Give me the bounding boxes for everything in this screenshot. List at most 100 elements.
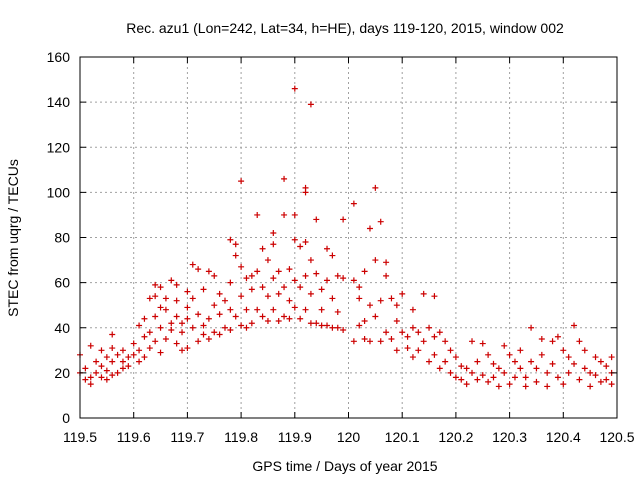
data-point [109,331,116,338]
data-point [560,381,567,388]
data-point [479,372,486,379]
data-point [366,225,373,232]
data-point [238,178,245,185]
data-point [227,306,234,313]
data-point [227,236,234,243]
data-point [114,369,121,376]
data-point [452,354,459,361]
data-point [291,211,298,218]
data-point [592,372,599,379]
data-point [377,338,384,345]
data-point [608,381,615,388]
data-point [399,329,406,336]
data-point [109,345,116,352]
data-point [103,354,110,361]
data-point [152,313,159,320]
y-tick-label: 160 [47,49,71,65]
data-point [340,327,347,334]
data-point [281,313,288,320]
data-point [238,293,245,300]
data-point [162,306,169,313]
data-point [157,349,164,356]
data-point [490,360,497,367]
data-point [146,295,153,302]
data-point [281,175,288,182]
data-point [393,347,400,354]
data-point [103,376,110,383]
data-point [179,329,186,336]
data-point [200,286,207,293]
data-point [324,245,331,252]
data-point [93,369,100,376]
data-point [372,257,379,264]
data-point [313,270,320,277]
data-point [141,315,148,322]
x-tick-label: 120.4 [546,429,581,445]
data-point [291,236,298,243]
data-point [388,295,395,302]
data-point [221,324,228,331]
data-point [87,374,94,381]
data-point [565,369,572,376]
data-point [302,272,309,279]
data-point [200,322,207,329]
data-point [82,376,89,383]
data-point [173,313,180,320]
data-point [485,351,492,358]
data-point [297,315,304,322]
data-point [592,354,599,361]
data-point [162,336,169,343]
data-point [168,320,175,327]
data-point [565,354,572,361]
data-point [243,275,250,282]
data-point [501,342,508,349]
data-point [528,324,535,331]
data-point [436,365,443,372]
data-point [87,381,94,388]
data-point [340,216,347,223]
data-point [119,365,126,372]
data-point [447,347,454,354]
data-point [313,320,320,327]
data-point [560,347,567,354]
data-point [157,324,164,331]
data-point [168,277,175,284]
data-point [114,351,121,358]
data-point [431,333,438,340]
data-point [275,268,282,275]
data-points [77,85,615,390]
data-point [329,324,336,331]
data-point [157,304,164,311]
data-point [501,369,508,376]
data-point [275,317,282,324]
data-point [248,320,255,327]
data-point [377,297,384,304]
data-point [383,329,390,336]
data-point [495,365,502,372]
data-point [587,383,594,390]
data-point [431,351,438,358]
data-point [517,365,524,372]
data-point [184,288,191,295]
data-point [146,329,153,336]
data-point [216,290,223,297]
data-point [452,374,459,381]
data-point [517,347,524,354]
data-point [141,333,148,340]
data-point [173,340,180,347]
data-point [87,342,94,349]
data-point [195,338,202,345]
data-point [243,306,250,313]
data-point [243,324,250,331]
data-point [264,317,271,324]
data-point [259,284,266,291]
data-point [383,259,390,266]
y-tick-label: 40 [54,320,70,336]
data-point [587,369,594,376]
data-point [232,252,239,259]
data-point [302,189,309,196]
data-point [576,338,583,345]
x-tick-label: 119.5 [63,429,97,445]
data-point [291,85,298,92]
data-point [350,338,357,345]
